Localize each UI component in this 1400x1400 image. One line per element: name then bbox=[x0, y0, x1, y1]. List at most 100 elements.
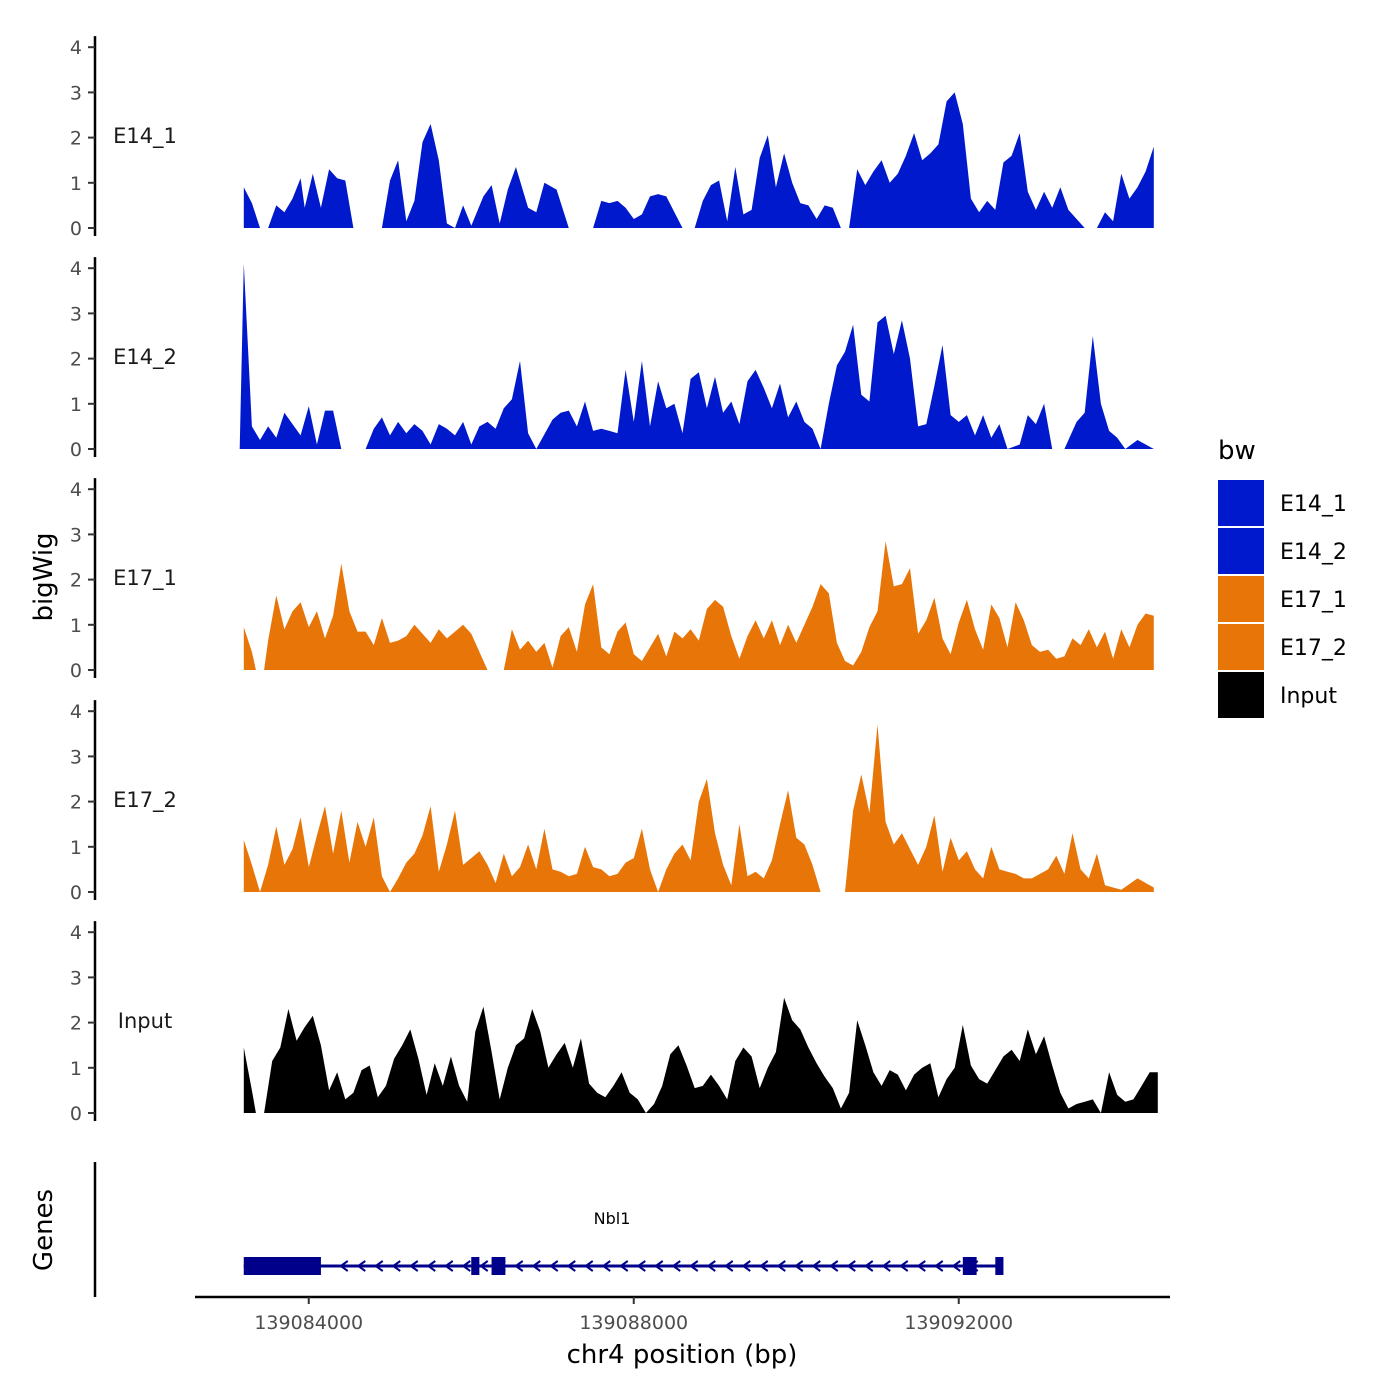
strand-arrow bbox=[794, 1260, 804, 1272]
strand-arrow bbox=[374, 1260, 384, 1272]
strand-arrow bbox=[671, 1260, 681, 1272]
strand-arrow bbox=[584, 1260, 594, 1272]
track-E14_1: 0 1 2 3 4 E14_1 bbox=[70, 36, 1154, 240]
strand-arrow bbox=[654, 1260, 664, 1272]
strand-arrow bbox=[339, 1260, 349, 1272]
strand-arrow bbox=[636, 1260, 646, 1272]
gene-model bbox=[243, 1257, 1004, 1275]
legend-swatch-E17_2 bbox=[1218, 624, 1264, 670]
legend: bw E14_1 E14_2 E17_1 E17_2 Input bbox=[1218, 436, 1347, 718]
strand-arrow bbox=[881, 1260, 891, 1272]
strand-arrow bbox=[829, 1260, 839, 1272]
strand-arrow bbox=[391, 1260, 401, 1272]
y-tick-label: 2 bbox=[70, 1013, 82, 1035]
y-tick-label: 4 bbox=[70, 701, 82, 723]
exon-3 bbox=[491, 1257, 506, 1275]
strand-arrow bbox=[426, 1260, 436, 1272]
signal-area-E17_2 bbox=[845, 724, 1154, 892]
y-tick-label: 3 bbox=[70, 524, 82, 546]
y-tick-label: 2 bbox=[70, 570, 82, 592]
signal-area-E14_1 bbox=[381, 124, 569, 228]
x-tick-label: 139084000 bbox=[254, 1312, 363, 1334]
signal-area-E17_1 bbox=[243, 627, 256, 670]
y-tick-label: 3 bbox=[70, 967, 82, 989]
signal-area-E14_2 bbox=[239, 263, 342, 449]
strand-arrow bbox=[934, 1260, 944, 1272]
track-E14_2: 0 1 2 3 4 E14_2 bbox=[70, 257, 1154, 461]
y-tick-label: 0 bbox=[70, 660, 82, 682]
legend-label: E14_2 bbox=[1280, 540, 1347, 565]
signal-area-Input bbox=[264, 997, 1158, 1113]
y-tick-label: 1 bbox=[70, 394, 82, 416]
track-label: Input bbox=[118, 1009, 172, 1033]
legend-swatch-E14_1 bbox=[1218, 480, 1264, 526]
signal-area-E17_2 bbox=[243, 779, 821, 892]
signal-area-E14_2 bbox=[1064, 336, 1154, 449]
track-Input: 0 1 2 3 4 Input bbox=[70, 921, 1158, 1125]
x-axis: chr4 position (bp) 139084000 139088000 139… bbox=[195, 1295, 1170, 1370]
legend-swatch-Input bbox=[1218, 672, 1264, 718]
strand-arrow bbox=[741, 1260, 751, 1272]
legend-label: E14_1 bbox=[1280, 492, 1347, 517]
track-label: E17_2 bbox=[113, 788, 177, 813]
y-tick-label: 4 bbox=[70, 37, 82, 59]
legend-swatch-E17_1 bbox=[1218, 576, 1264, 622]
strand-arrow bbox=[356, 1260, 366, 1272]
y-axis-title: bigWig bbox=[29, 532, 59, 621]
strand-arrow bbox=[951, 1260, 961, 1272]
y-tick-label: 1 bbox=[70, 1058, 82, 1080]
exon-5 bbox=[995, 1257, 1004, 1275]
signal-area-E14_1 bbox=[1096, 146, 1154, 228]
strand-arrow bbox=[409, 1260, 419, 1272]
strand-arrow bbox=[689, 1260, 699, 1272]
strand-arrow bbox=[811, 1260, 821, 1272]
signal-area-E14_1 bbox=[268, 169, 354, 228]
tracks: 0 1 2 3 4 E14_1 0 1 2 3 4 E14_2 0 1 2 3 4 E17_1 0 1 2 3 4 E17_2… bbox=[70, 36, 1158, 1125]
y-tick-label: 0 bbox=[70, 882, 82, 904]
y-tick-label: 4 bbox=[70, 922, 82, 944]
strand-arrow bbox=[899, 1260, 909, 1272]
strand-arrow bbox=[479, 1260, 489, 1272]
x-tick-label: 139092000 bbox=[904, 1312, 1013, 1334]
legend-label: E17_2 bbox=[1280, 636, 1347, 661]
y-tick-label: 3 bbox=[70, 303, 82, 325]
y-tick-label: 1 bbox=[70, 615, 82, 637]
strand-arrow bbox=[461, 1260, 471, 1272]
signal-area-E14_1 bbox=[849, 92, 1085, 229]
track-label: E14_2 bbox=[113, 345, 177, 370]
strand-arrow bbox=[916, 1260, 926, 1272]
legend-label: Input bbox=[1280, 684, 1337, 709]
strand-arrow bbox=[566, 1260, 576, 1272]
y-tick-label: 0 bbox=[70, 439, 82, 461]
strand-arrow bbox=[724, 1260, 734, 1272]
x-axis-title: chr4 position (bp) bbox=[567, 1340, 798, 1370]
track-label: E14_1 bbox=[113, 124, 177, 149]
strand-arrow bbox=[531, 1260, 541, 1272]
strand-arrow bbox=[706, 1260, 716, 1272]
legend-label: E17_1 bbox=[1280, 588, 1347, 613]
signal-area-E17_1 bbox=[264, 563, 488, 670]
y-tick-label: 0 bbox=[70, 218, 82, 240]
exon-2 bbox=[471, 1257, 480, 1275]
y-tick-label: 4 bbox=[70, 258, 82, 280]
signal-area-E14_1 bbox=[593, 194, 683, 228]
gene-label: Nbl1 bbox=[594, 1209, 631, 1228]
legend-swatch-E14_2 bbox=[1218, 528, 1264, 574]
signal-area-E14_2 bbox=[365, 315, 1053, 449]
genes-panel: Genes Nbl1 bbox=[29, 1162, 1004, 1297]
y-tick-label: 1 bbox=[70, 837, 82, 859]
signal-area-E14_1 bbox=[694, 135, 841, 228]
y-tick-label: 4 bbox=[70, 479, 82, 501]
y-tick-label: 2 bbox=[70, 349, 82, 371]
strand-arrow bbox=[846, 1260, 856, 1272]
strand-arrow bbox=[549, 1260, 559, 1272]
signal-area-E17_1 bbox=[503, 541, 1154, 670]
legend-title: bw bbox=[1218, 436, 1256, 466]
exon-4 bbox=[962, 1257, 977, 1275]
signal-area-Input bbox=[243, 1047, 256, 1113]
genes-axis-title: Genes bbox=[29, 1189, 59, 1271]
strand-arrow bbox=[514, 1260, 524, 1272]
strand-arrow bbox=[444, 1260, 454, 1272]
y-tick-label: 0 bbox=[70, 1103, 82, 1125]
